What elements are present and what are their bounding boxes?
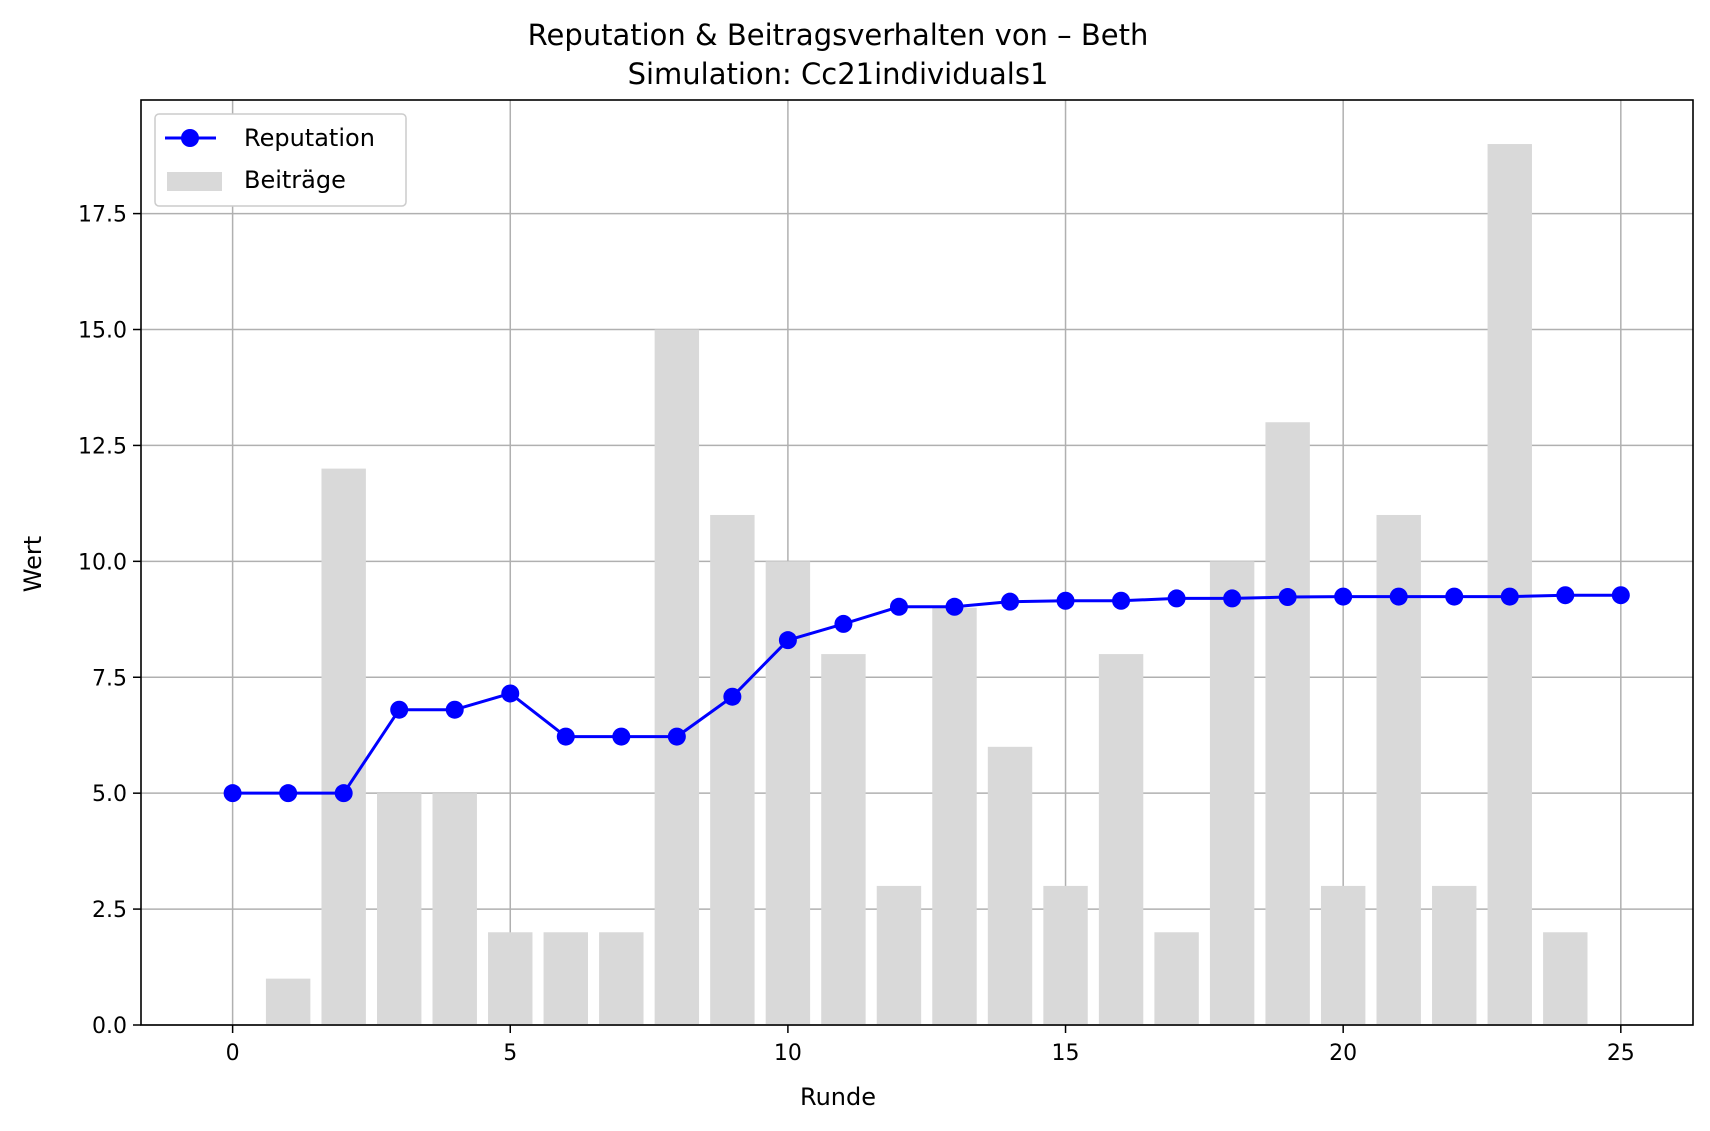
plot-frame bbox=[140, 99, 1694, 1026]
reputation-point bbox=[1112, 591, 1131, 610]
y-tick-label: 17.5 bbox=[78, 203, 127, 228]
reputation-point bbox=[1611, 586, 1630, 605]
bar-beitraege bbox=[1098, 654, 1144, 1025]
x-tick-label: 0 bbox=[226, 1041, 240, 1066]
x-tick-label: 5 bbox=[503, 1041, 517, 1066]
bar-beitraege bbox=[987, 746, 1033, 1025]
reputation-point bbox=[1445, 587, 1464, 606]
reputation-point bbox=[1556, 586, 1575, 605]
reputation-point bbox=[1500, 587, 1519, 606]
y-tick-label: 2.5 bbox=[92, 898, 127, 923]
reputation-point bbox=[1334, 587, 1353, 606]
reputation-point bbox=[834, 614, 853, 633]
reputation-point bbox=[1167, 589, 1186, 608]
reputation-point bbox=[667, 727, 686, 746]
y-tick-label: 5.0 bbox=[92, 782, 127, 807]
x-tick-label: 20 bbox=[1329, 1041, 1357, 1066]
y-axis-label: Wert bbox=[19, 536, 47, 592]
bar-beitraege bbox=[932, 607, 977, 1025]
reputation-point bbox=[778, 631, 797, 650]
bar-beitraege bbox=[1487, 144, 1532, 1026]
bar-beitraege bbox=[654, 329, 700, 1025]
legend: Reputation Beiträge bbox=[154, 113, 407, 207]
x-axis-label: Runde bbox=[800, 1083, 876, 1111]
bar-beitraege bbox=[488, 932, 533, 1025]
reputation-point bbox=[723, 687, 742, 706]
bar-beitraege bbox=[432, 793, 477, 1025]
reputation-point bbox=[279, 784, 298, 803]
bar-beitraege bbox=[1043, 885, 1088, 1025]
y-tick-label: 15.0 bbox=[78, 319, 127, 344]
legend-reputation-marker bbox=[181, 129, 199, 147]
bar-beitraege bbox=[1432, 885, 1477, 1025]
bar-beitraege bbox=[599, 932, 644, 1025]
bar-beitraege bbox=[1209, 561, 1255, 1025]
bar-beitraege bbox=[543, 932, 588, 1025]
bar-beitraege bbox=[265, 978, 311, 1025]
chart-title: Reputation & Beitragsverhalten von – Bet… bbox=[528, 18, 1149, 52]
x-tick-label: 10 bbox=[774, 1041, 802, 1066]
reputation-point bbox=[945, 597, 964, 616]
bar-beitraege bbox=[321, 468, 366, 1025]
x-tick-label: 25 bbox=[1607, 1041, 1635, 1066]
bar-beitraege bbox=[876, 885, 922, 1025]
legend-reputation-label: Reputation bbox=[244, 124, 375, 152]
bar-beitraege bbox=[821, 654, 866, 1025]
y-tick-label: 12.5 bbox=[78, 434, 127, 459]
reputation-point bbox=[1001, 592, 1020, 611]
reputation-point bbox=[334, 784, 353, 803]
y-tick-label: 10.0 bbox=[78, 550, 127, 575]
bar-beitraege bbox=[765, 561, 811, 1025]
x-tick-label: 15 bbox=[1052, 1041, 1080, 1066]
reputation-point bbox=[223, 784, 242, 803]
reputation-point bbox=[612, 727, 631, 746]
reputation-line bbox=[232, 593, 1621, 795]
bar-beitraege bbox=[1543, 932, 1588, 1025]
y-tick-label: 7.5 bbox=[92, 666, 127, 691]
y-tick-label: 0.0 bbox=[92, 1014, 127, 1039]
bar-beitraege bbox=[710, 514, 755, 1025]
bar-beitraege bbox=[1320, 885, 1366, 1025]
reputation-point bbox=[1389, 587, 1408, 606]
legend-beitraege-patch bbox=[167, 172, 222, 191]
reputation-point bbox=[556, 727, 575, 746]
reputation-point bbox=[1056, 591, 1075, 610]
legend-beitraege-label: Beiträge bbox=[244, 166, 346, 194]
chart-subtitle: Simulation: Cc21individuals1 bbox=[628, 57, 1049, 91]
reputation-point bbox=[1223, 589, 1242, 608]
reputation-point bbox=[889, 597, 908, 616]
reputation-point bbox=[390, 700, 409, 719]
bar-beitraege bbox=[1265, 422, 1310, 1025]
reputation-point bbox=[445, 700, 464, 719]
bar-beitraege bbox=[376, 793, 422, 1025]
bar-beitraege bbox=[1154, 932, 1199, 1025]
reputation-point bbox=[1278, 588, 1297, 607]
reputation-point bbox=[501, 684, 520, 703]
